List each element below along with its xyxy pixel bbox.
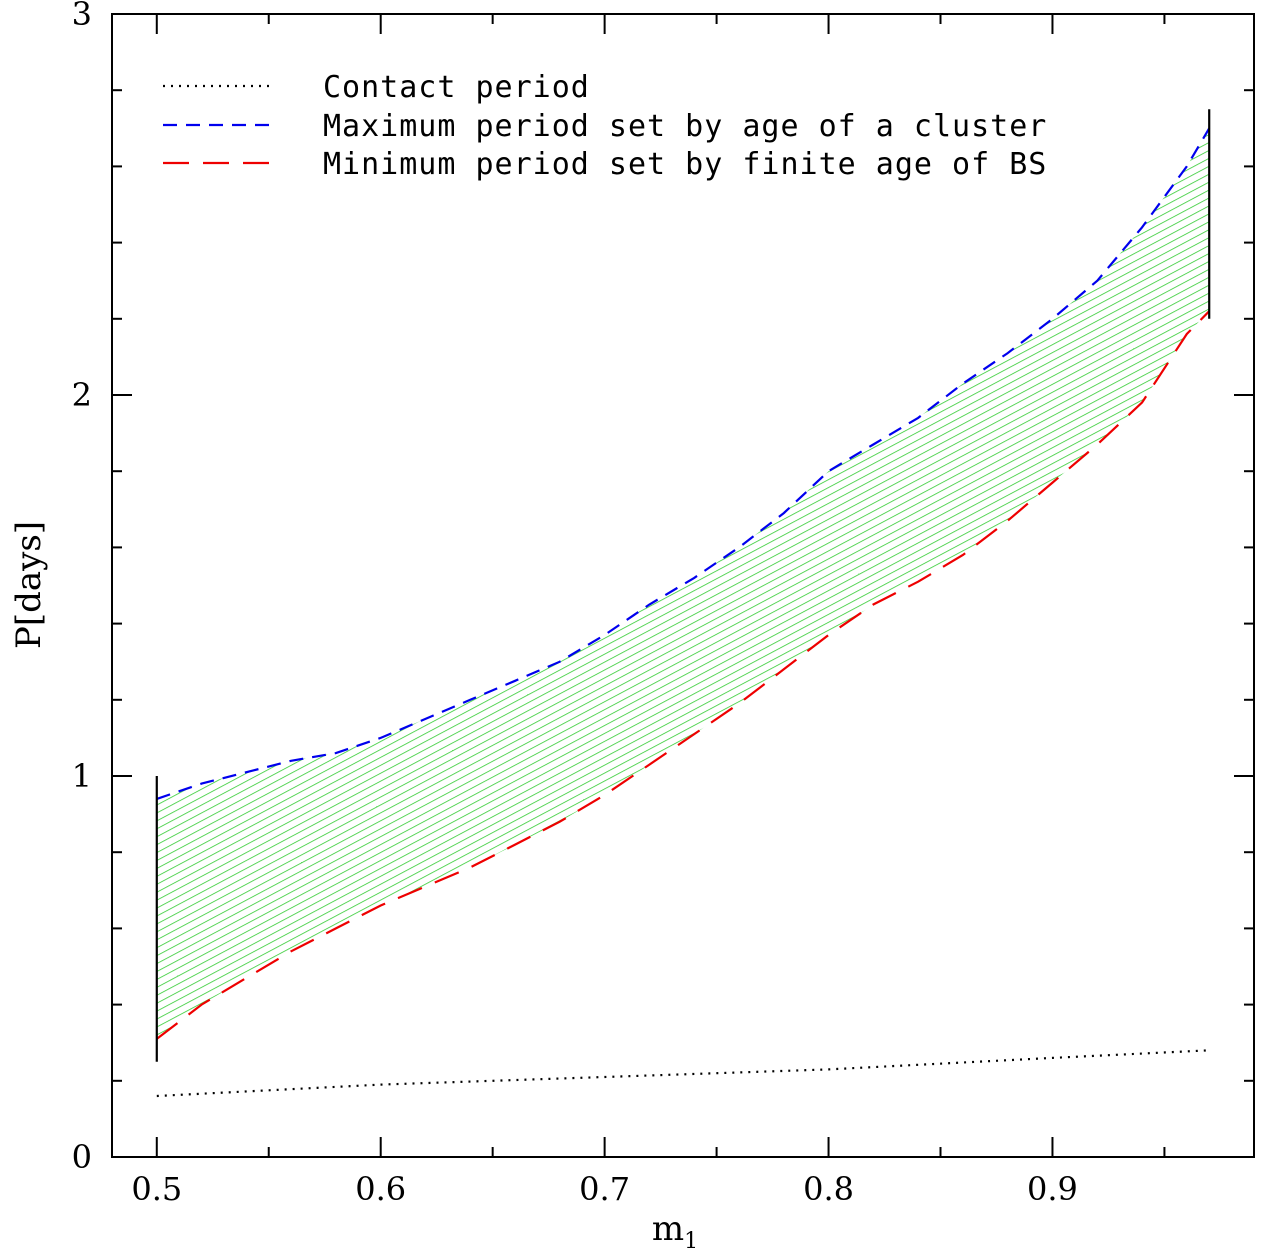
x-tick-labels: 0.5 0.6 0.7 0.8 0.9 [131, 1170, 1078, 1208]
legend-label: Contact period [323, 70, 590, 105]
svg-text:m1: m1 [652, 1209, 698, 1254]
x-axis-label-subscript: 1 [684, 1229, 698, 1254]
shaded-region-layer [156, 128, 1210, 1039]
x-axis-label-main: m [652, 1209, 684, 1249]
x-tick-label: 0.5 [131, 1170, 182, 1208]
x-tick-label: 0.6 [355, 1170, 406, 1208]
x-tick-label: 0.9 [1027, 1170, 1078, 1208]
y-axis-label: P[days] [9, 521, 49, 649]
bounds-layer [155, 109, 1211, 1062]
y-tick-label: 0 [72, 1138, 92, 1176]
series-line-2 [156, 127, 1211, 800]
series-line-3 [156, 310, 1210, 1040]
y-tick-labels: 0 1 2 3 [72, 0, 92, 1176]
series-layer [156, 127, 1211, 1098]
x-tick-label: 0.8 [803, 1170, 854, 1208]
series-line-1 [156, 1049, 1210, 1098]
legend: Contact period Maximum period set by age … [163, 70, 1047, 182]
x-tick-label: 0.7 [579, 1170, 630, 1208]
x-axis-label: m1 [652, 1209, 698, 1254]
y-tick-label: 3 [72, 0, 92, 33]
legend-label: Minimum period set by finite age of BS [323, 147, 1047, 182]
plot-frame [111, 13, 1255, 1158]
legend-label: Maximum period set by age of a cluster [323, 109, 1047, 144]
shaded-region [156, 128, 1210, 1039]
y-tick-label: 2 [72, 376, 92, 414]
y-tick-label: 1 [72, 757, 92, 795]
